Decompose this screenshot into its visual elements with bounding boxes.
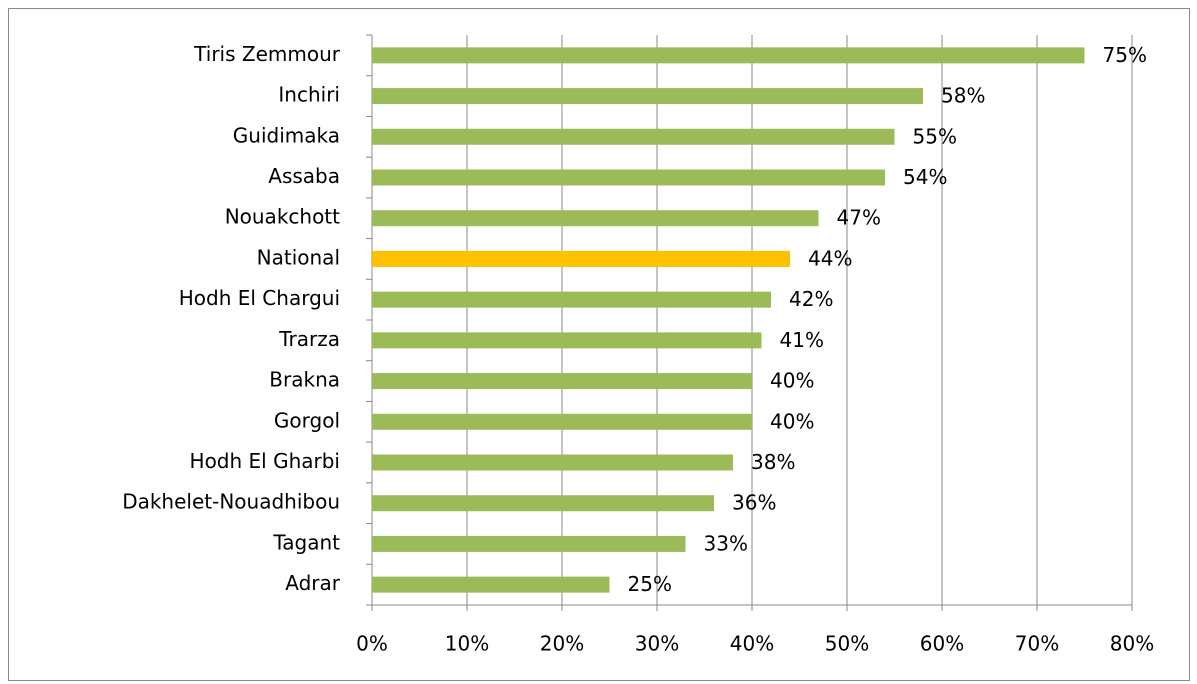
- y-tick-label: Assaba: [268, 164, 340, 188]
- data-label: 41%: [780, 328, 824, 352]
- data-label: 44%: [808, 246, 852, 270]
- y-tick-label: Tagant: [272, 530, 340, 554]
- x-tick-label: 10%: [445, 632, 489, 656]
- x-tick-label: 80%: [1110, 632, 1154, 656]
- y-tick-label: Gorgol: [274, 408, 340, 432]
- data-label: 38%: [751, 450, 795, 474]
- y-tick-label: Dakhelet-Nouadhibou: [122, 490, 340, 514]
- y-tick-label: Tiris Zemmour: [193, 42, 341, 66]
- data-label: 47%: [837, 206, 881, 230]
- y-tick-label: National: [257, 245, 340, 269]
- data-label: 40%: [770, 409, 814, 433]
- data-label: 55%: [913, 124, 957, 148]
- bar: [372, 128, 895, 145]
- bar: [372, 47, 1085, 64]
- data-label: 54%: [903, 165, 947, 189]
- data-label: 42%: [789, 287, 833, 311]
- bar: [372, 291, 771, 308]
- bar: [372, 495, 714, 512]
- y-tick-label: Guidimaka: [233, 123, 340, 147]
- bar: [372, 88, 923, 105]
- x-tick-label: 60%: [920, 632, 964, 656]
- x-tick-label: 0%: [356, 632, 388, 656]
- bar: [372, 535, 686, 552]
- x-tick-label: 30%: [635, 632, 679, 656]
- x-tick-label: 50%: [825, 632, 869, 656]
- y-tick-label: Trarza: [278, 327, 340, 351]
- data-label: 58%: [941, 84, 985, 108]
- bar: [372, 413, 752, 430]
- x-tick-label: 40%: [730, 632, 774, 656]
- bar: [372, 250, 790, 267]
- x-tick-label: 70%: [1015, 632, 1059, 656]
- bar: [372, 454, 733, 471]
- bar: [372, 373, 752, 390]
- bar: [372, 576, 610, 593]
- x-tick-label: 20%: [540, 632, 584, 656]
- data-label: 36%: [732, 491, 776, 515]
- y-tick-label: Hodh El Gharbi: [190, 449, 340, 473]
- y-tick-label: Adrar: [285, 571, 341, 595]
- data-label: 25%: [628, 572, 672, 596]
- y-tick-label: Inchiri: [278, 83, 340, 107]
- bar: [372, 332, 762, 349]
- y-tick-label: Nouakchott: [225, 205, 340, 229]
- y-tick-label: Brakna: [269, 368, 340, 392]
- y-tick-label: Hodh El Chargui: [179, 286, 340, 310]
- bar: [372, 210, 819, 227]
- data-label: 40%: [770, 369, 814, 393]
- bar: [372, 169, 885, 186]
- data-label: 75%: [1103, 43, 1147, 67]
- chart-frame: [8, 8, 1190, 681]
- data-label: 33%: [704, 531, 748, 555]
